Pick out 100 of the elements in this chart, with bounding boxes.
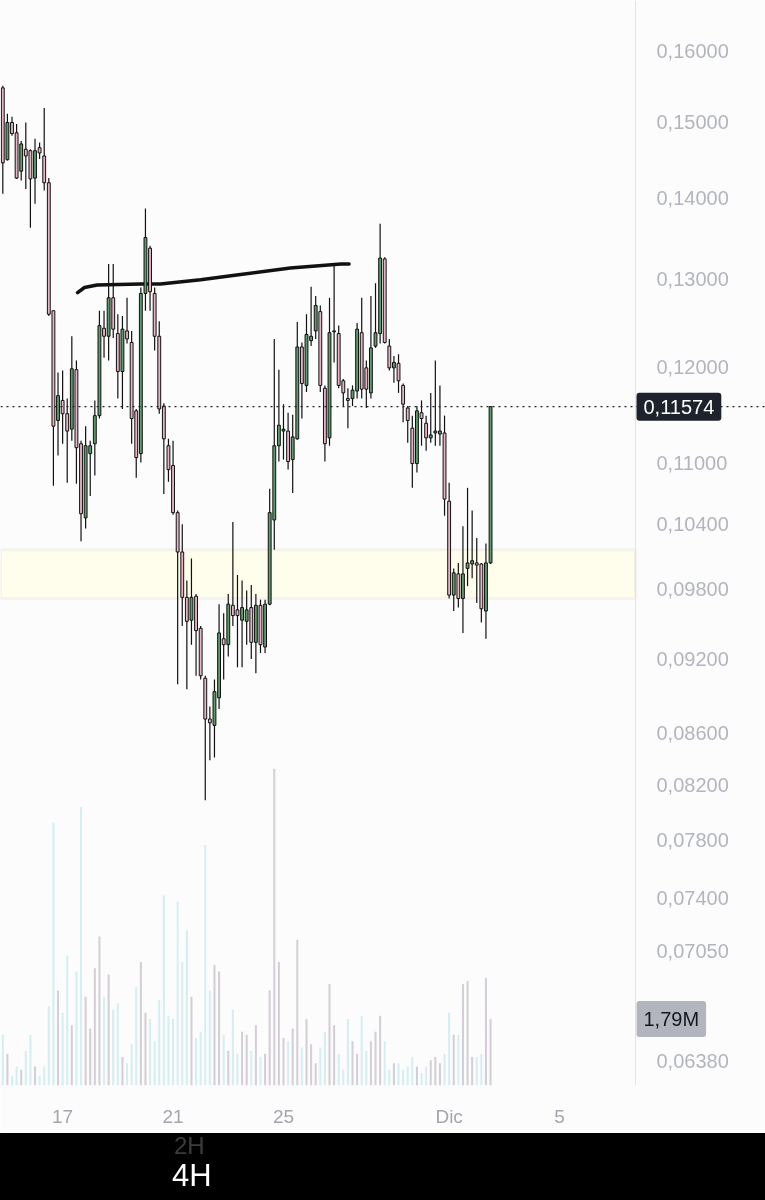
bar — [333, 1025, 336, 1086]
candlestick — [401, 382, 406, 423]
bar — [457, 1034, 460, 1086]
bar — [415, 1066, 418, 1086]
bar — [245, 1034, 248, 1086]
bar — [121, 1056, 124, 1086]
ref-line-label: 0,11574 — [643, 395, 715, 418]
candlestick — [60, 370, 65, 445]
bar — [6, 1053, 9, 1086]
y-tick-label: 0,10400 — [656, 513, 729, 536]
bar — [273, 768, 276, 1086]
bar — [420, 1072, 423, 1086]
bar — [153, 1041, 156, 1086]
bar — [374, 1031, 377, 1086]
bar — [38, 1076, 41, 1086]
bar — [33, 1066, 37, 1086]
bar — [282, 1037, 285, 1086]
y-tick-label: 0,12000 — [656, 355, 729, 378]
bar — [406, 1066, 409, 1086]
bar — [250, 1050, 253, 1086]
bar — [448, 1012, 451, 1086]
bar — [434, 1056, 437, 1086]
bar — [56, 990, 60, 1086]
bar — [388, 1069, 391, 1086]
bar — [254, 1025, 257, 1086]
candlestick — [189, 557, 194, 646]
candlestick — [235, 574, 240, 668]
bar — [130, 1044, 133, 1086]
bar — [70, 1025, 73, 1086]
y-tick-label: 0,08200 — [656, 774, 729, 797]
bar — [443, 1053, 446, 1086]
text: 2H — [174, 1132, 205, 1159]
bar — [190, 996, 193, 1086]
bar — [29, 1034, 32, 1086]
candlestick — [405, 405, 410, 444]
y-tick-label: 0,13000 — [656, 268, 729, 290]
x-tick-label: 5 — [554, 1105, 565, 1127]
bar — [135, 987, 138, 1086]
y-tick-label: 0,09200 — [656, 647, 729, 670]
bar — [484, 977, 487, 1086]
bar — [218, 971, 221, 1086]
candlestick — [428, 392, 433, 444]
bar — [139, 961, 142, 1086]
bar — [268, 990, 271, 1086]
bar — [429, 1060, 432, 1086]
x-tick-label: 25 — [272, 1105, 295, 1127]
bar — [323, 1031, 326, 1086]
bar — [61, 1012, 64, 1086]
bar — [98, 936, 101, 1086]
bar — [236, 1053, 239, 1086]
bar — [411, 1056, 414, 1086]
bar — [199, 1031, 202, 1086]
bar — [47, 1006, 50, 1086]
bar — [461, 984, 464, 1086]
y-tick-label: 0,06380 — [656, 1050, 729, 1073]
bar — [365, 1050, 368, 1086]
bar — [75, 971, 78, 1086]
bar — [351, 1041, 354, 1086]
bar — [89, 1028, 92, 1086]
bar — [181, 961, 184, 1086]
bar — [369, 1041, 372, 1086]
y-tick-label: 0,07800 — [656, 829, 729, 852]
bar — [144, 1012, 147, 1086]
bar — [84, 996, 87, 1086]
bar — [319, 1047, 322, 1086]
bar — [227, 1050, 230, 1086]
bar — [452, 1034, 455, 1086]
bar — [296, 939, 299, 1086]
bar — [397, 1063, 400, 1086]
bar — [15, 1066, 18, 1086]
bar — [337, 1053, 340, 1086]
bar — [383, 1041, 386, 1086]
bar — [167, 1015, 170, 1086]
x-tick-label: 17 — [52, 1105, 74, 1127]
candlestick — [433, 359, 438, 447]
bar — [176, 901, 179, 1086]
bar — [222, 1034, 225, 1086]
bar — [213, 965, 216, 1086]
candlestick — [244, 590, 249, 646]
bar — [259, 1056, 262, 1086]
y-tick-label: 0,14000 — [656, 186, 729, 209]
bar — [305, 1018, 308, 1086]
candlestick — [396, 353, 401, 394]
x-tick-label: Dic — [435, 1105, 463, 1127]
bar — [291, 1028, 294, 1086]
bar — [20, 1069, 23, 1086]
bar — [471, 1056, 474, 1086]
bar — [158, 999, 161, 1086]
y-tick-label: 0,08600 — [656, 722, 729, 745]
y-tick-label: 0,09800 — [656, 578, 729, 601]
bar — [112, 1009, 115, 1086]
bar — [231, 1009, 234, 1086]
bar — [379, 1015, 382, 1086]
text: 4H — [172, 1158, 212, 1193]
bar — [93, 968, 96, 1086]
bar — [360, 1015, 363, 1086]
bar — [24, 1050, 27, 1086]
bar — [346, 1018, 349, 1086]
bar — [392, 1063, 395, 1086]
bar — [1, 1034, 4, 1086]
